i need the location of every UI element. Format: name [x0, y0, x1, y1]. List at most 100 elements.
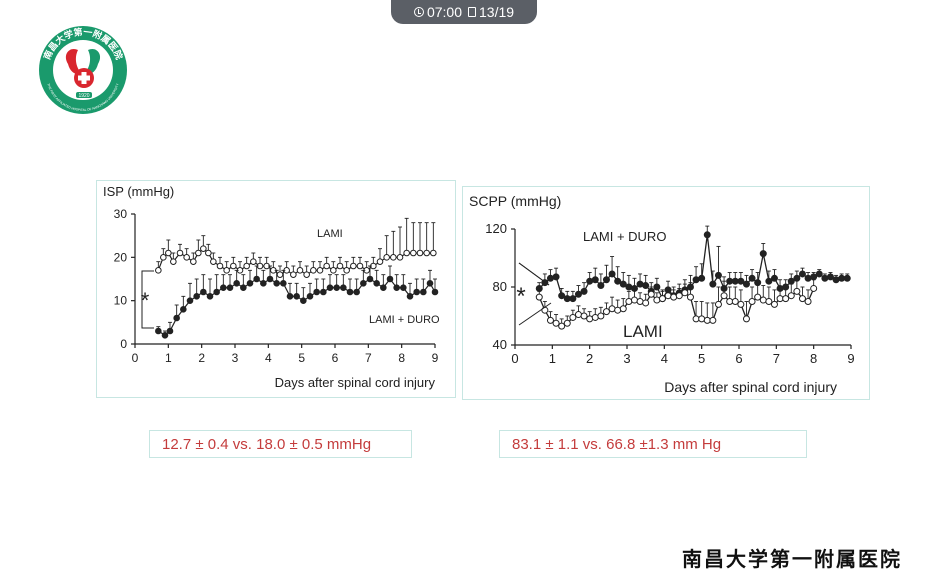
x-tick-label: 3 — [232, 351, 239, 365]
data-point — [619, 305, 627, 313]
data-point — [614, 277, 622, 285]
data-point — [826, 273, 834, 281]
y-tick-label: 30 — [114, 207, 128, 221]
data-point — [180, 306, 187, 313]
slide-icon — [468, 7, 476, 17]
data-point — [176, 249, 184, 257]
data-point — [630, 296, 638, 304]
player-status-bar: 07:00 13/19 — [391, 0, 537, 24]
data-point — [793, 287, 801, 295]
data-point — [166, 327, 174, 335]
data-point — [396, 254, 404, 261]
data-point — [720, 292, 728, 300]
data-point — [546, 316, 554, 324]
logo-year: 1920 — [78, 93, 89, 99]
data-point — [206, 293, 214, 300]
x-tick-label: 7 — [773, 351, 780, 366]
data-point — [636, 280, 644, 288]
data-point — [366, 275, 374, 283]
x-tick-label: 6 — [735, 351, 742, 366]
data-point — [173, 314, 180, 322]
data-point — [804, 298, 812, 305]
data-point — [798, 270, 806, 278]
data-point — [233, 280, 240, 287]
data-point — [293, 293, 300, 300]
data-point — [558, 292, 566, 300]
data-point — [155, 267, 162, 274]
data-point — [608, 270, 616, 278]
data-point — [737, 300, 745, 308]
data-point — [658, 295, 666, 303]
x-tick-label: 3 — [623, 351, 630, 366]
data-point — [748, 274, 756, 282]
data-point — [597, 312, 605, 320]
data-point — [390, 254, 397, 261]
data-point — [731, 277, 739, 285]
data-point — [642, 299, 650, 307]
data-point — [186, 297, 194, 304]
data-point — [787, 292, 795, 300]
x-tick-label: 1 — [549, 351, 556, 366]
data-point — [250, 258, 257, 265]
data-point — [574, 311, 582, 319]
data-point — [193, 293, 200, 300]
data-point — [692, 315, 700, 323]
scpp-result: 83.1 ± 1.1 vs. 66.8 ±1.3 mm Hg — [499, 430, 807, 458]
data-point — [787, 277, 795, 285]
data-point — [602, 276, 610, 284]
data-point — [416, 249, 424, 257]
data-point — [742, 315, 750, 323]
data-point — [313, 288, 320, 296]
data-point — [625, 283, 633, 291]
data-point — [333, 284, 340, 291]
data-point — [552, 273, 560, 281]
timer-value: 07:00 — [426, 4, 462, 20]
data-point — [742, 280, 750, 288]
x-tick-label: 0 — [511, 351, 518, 366]
data-point — [200, 245, 207, 252]
data-point — [340, 284, 347, 291]
data-point — [535, 284, 543, 292]
data-point — [535, 293, 543, 301]
data-point — [608, 305, 616, 313]
x-axis-label: Days after spinal cord injury — [664, 379, 837, 395]
data-point — [170, 258, 177, 265]
data-point — [326, 284, 334, 291]
data-point — [410, 249, 417, 257]
x-tick-label: 5 — [698, 351, 705, 366]
data-point — [200, 288, 207, 296]
data-point — [320, 288, 327, 296]
legend-label: LAMI — [317, 228, 343, 240]
data-point — [290, 271, 297, 278]
data-point — [213, 288, 220, 296]
data-point — [426, 280, 434, 287]
data-point — [614, 306, 622, 314]
data-point — [647, 290, 655, 298]
data-point — [353, 288, 360, 296]
data-point — [205, 249, 212, 257]
data-point — [709, 316, 717, 324]
y-tick-label: 80 — [493, 279, 507, 294]
data-point — [246, 280, 254, 287]
data-point — [303, 271, 310, 278]
data-point — [737, 277, 745, 285]
data-point — [591, 276, 599, 284]
scpp-chart-panel: SCPP (mmHg) 40 80 120 0 1 2 3 4 5 6 7 8 9 Days after s… — [462, 186, 870, 400]
data-point — [731, 298, 739, 305]
data-point — [754, 293, 762, 301]
data-point — [810, 273, 818, 281]
data-point — [698, 274, 706, 282]
data-point — [330, 267, 337, 274]
y-axis-label: SCPP (mmHg) — [469, 193, 561, 209]
data-point — [243, 262, 250, 270]
data-point — [703, 316, 711, 324]
footer-hospital-name: 南昌大学第一附属医院 — [682, 547, 902, 571]
data-point — [316, 267, 324, 274]
data-point — [636, 298, 644, 305]
data-point — [569, 313, 577, 321]
data-point — [625, 298, 633, 305]
x-tick-label: 2 — [198, 351, 205, 365]
data-point — [376, 258, 384, 265]
series-filled — [155, 265, 439, 339]
data-point — [653, 296, 661, 304]
